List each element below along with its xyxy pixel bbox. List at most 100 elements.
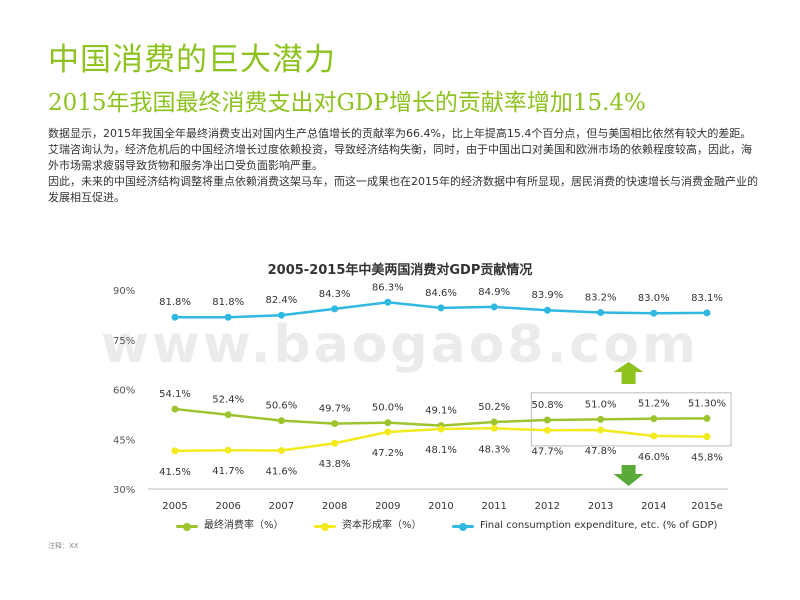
data-point bbox=[171, 405, 179, 413]
data-point bbox=[490, 418, 498, 426]
data-point bbox=[224, 411, 232, 419]
data-label: 41.7% bbox=[212, 466, 244, 477]
page-title: 中国消费的巨大潜力 bbox=[48, 42, 336, 78]
data-label: 50.2% bbox=[478, 402, 510, 413]
footnote: 注释：XX bbox=[48, 542, 79, 550]
x-tick-label: 2015e bbox=[691, 501, 723, 512]
x-tick-label: 2012 bbox=[535, 501, 560, 512]
arrow-up-icon bbox=[613, 362, 644, 384]
data-label: 52.4% bbox=[212, 395, 244, 406]
x-tick-label: 2011 bbox=[481, 501, 506, 512]
x-tick-label: 2006 bbox=[215, 501, 240, 512]
legend-label: 最终消费率（%） bbox=[204, 520, 284, 531]
data-label: 51.30% bbox=[688, 398, 726, 409]
data-label: 45.8% bbox=[691, 453, 723, 464]
data-label: 43.8% bbox=[319, 459, 351, 470]
y-tick-label: 45% bbox=[113, 435, 135, 446]
data-label: 41.6% bbox=[266, 467, 298, 478]
data-point bbox=[224, 313, 232, 321]
x-tick-label: 2010 bbox=[428, 501, 453, 512]
page-subtitle: 2015年我国最终消费支出对GDP增长的贡献率增加15.4% bbox=[48, 90, 646, 116]
x-tick-label: 2008 bbox=[322, 501, 347, 512]
data-label: 50.8% bbox=[532, 400, 564, 411]
data-label: 86.3% bbox=[372, 282, 404, 293]
data-point bbox=[490, 424, 498, 432]
data-label: 83.1% bbox=[691, 293, 723, 304]
data-point bbox=[171, 447, 179, 455]
data-point bbox=[331, 420, 339, 428]
data-label: 83.9% bbox=[532, 290, 564, 301]
body-text: 数据显示，2015年我国全年最终消费支出对国内生产总值增长的贡献率为66.4%，… bbox=[48, 126, 760, 206]
y-tick-label: 90% bbox=[113, 286, 135, 297]
data-label: 84.6% bbox=[425, 288, 457, 299]
data-label: 51.2% bbox=[638, 399, 670, 410]
data-point bbox=[277, 447, 285, 455]
data-label: 83.0% bbox=[638, 293, 670, 304]
data-point bbox=[331, 439, 339, 447]
data-label: 81.8% bbox=[159, 297, 191, 308]
data-label: 82.4% bbox=[266, 295, 298, 306]
highlight-box bbox=[530, 392, 732, 447]
data-label: 83.2% bbox=[585, 293, 617, 304]
watermark-text: www.baogao8.com bbox=[101, 315, 699, 375]
x-tick-label: 2013 bbox=[588, 501, 613, 512]
data-point bbox=[543, 416, 551, 424]
data-point bbox=[650, 309, 658, 317]
data-label: 54.1% bbox=[159, 389, 191, 400]
data-point bbox=[171, 313, 179, 321]
data-point bbox=[224, 446, 232, 454]
data-point bbox=[277, 417, 285, 425]
x-tick-label: 2007 bbox=[269, 501, 294, 512]
paragraph-1: 数据显示，2015年我国全年最终消费支出对国内生产总值增长的贡献率为66.4%，… bbox=[48, 127, 752, 140]
data-point bbox=[384, 419, 392, 427]
legend-swatch-yellow bbox=[314, 522, 336, 531]
data-label: 50.0% bbox=[372, 403, 404, 414]
data-point bbox=[597, 415, 605, 423]
y-tick-label: 60% bbox=[113, 386, 135, 397]
arrow-down-icon bbox=[613, 465, 644, 486]
data-point bbox=[490, 303, 498, 311]
x-tick-label: 2014 bbox=[641, 501, 666, 512]
data-point bbox=[384, 298, 392, 306]
data-label: 48.3% bbox=[478, 444, 510, 455]
data-label: 41.5% bbox=[159, 467, 191, 478]
paragraph-3: 因此，未来的中国经济结构调整将重点依赖消费这架马车，而这一成果也在2015年的经… bbox=[48, 175, 758, 204]
x-tick-label: 2005 bbox=[162, 501, 187, 512]
legend-swatch-blue bbox=[452, 522, 474, 531]
data-point bbox=[277, 311, 285, 319]
y-tick-label: 30% bbox=[113, 485, 135, 496]
data-label: 47.7% bbox=[532, 446, 564, 457]
legend-swatch-green bbox=[176, 522, 198, 531]
data-label: 49.1% bbox=[425, 406, 457, 417]
legend-label: Final consumption expenditure, etc. (% o… bbox=[480, 520, 718, 531]
data-point bbox=[703, 309, 711, 317]
x-tick-label: 2009 bbox=[375, 501, 400, 512]
data-point bbox=[650, 415, 658, 423]
y-tick-label: 75% bbox=[113, 336, 135, 347]
data-label: 84.3% bbox=[319, 289, 351, 300]
data-point bbox=[543, 426, 551, 434]
data-point bbox=[384, 428, 392, 436]
data-point bbox=[703, 433, 711, 441]
data-label: 81.8% bbox=[212, 297, 244, 308]
data-point bbox=[597, 426, 605, 434]
data-label: 49.7% bbox=[319, 404, 351, 415]
data-point bbox=[437, 425, 445, 433]
chart-title: 2005-2015年中美两国消费对GDP贡献情况 bbox=[267, 263, 533, 278]
legend-label: 资本形成率（%） bbox=[342, 520, 422, 531]
data-label: 84.9% bbox=[478, 287, 510, 298]
data-label: 50.6% bbox=[266, 401, 298, 412]
data-point bbox=[597, 309, 605, 317]
data-point bbox=[543, 306, 551, 314]
data-label: 51.0% bbox=[585, 399, 617, 410]
data-point bbox=[437, 304, 445, 312]
data-label: 47.2% bbox=[372, 448, 404, 459]
data-point bbox=[703, 414, 711, 422]
data-label: 48.1% bbox=[425, 445, 457, 456]
paragraph-2: 艾瑞咨询认为，经济危机后的中国经济增长过度依赖投资，导致经济结构失衡，同时，由于… bbox=[48, 143, 752, 172]
data-label: 47.8% bbox=[585, 446, 617, 457]
data-point bbox=[331, 305, 339, 313]
data-point bbox=[650, 432, 658, 440]
data-label: 46.0% bbox=[638, 452, 670, 463]
